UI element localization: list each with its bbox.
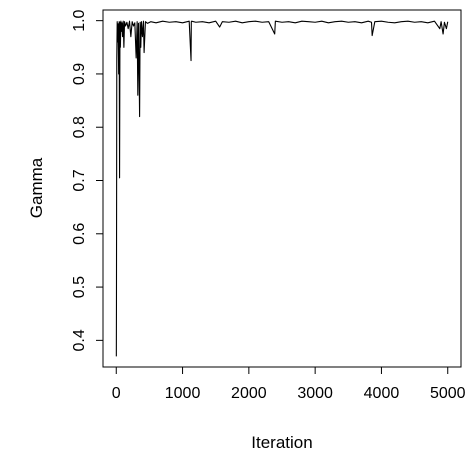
y-axis-label: Gamma [27, 157, 46, 218]
x-axis: 0 1000 2000 3000 4000 5000 [112, 366, 466, 402]
y-tick-label: 0.6 [71, 223, 88, 245]
x-tick-label: 3000 [297, 385, 333, 402]
x-tick-label: 1000 [165, 385, 201, 402]
x-tick-label: 2000 [231, 385, 267, 402]
y-axis: 0.4 0.5 0.6 0.7 0.8 0.9 1.0 [71, 9, 104, 351]
plot-frame [102, 9, 462, 368]
y-tick-label: 0.9 [71, 63, 88, 85]
x-axis-label: Iteration [251, 433, 312, 452]
gamma-trace-line [115, 20, 449, 357]
series-layer [115, 20, 449, 357]
y-tick-label: 0.7 [71, 169, 88, 191]
x-tick-label: 0 [112, 385, 121, 402]
y-tick-label: 0.5 [71, 276, 88, 298]
y-tick-label: 0.8 [71, 116, 88, 138]
y-tick-label: 1.0 [71, 9, 88, 31]
x-tick-label: 5000 [430, 385, 466, 402]
y-tick-label: 0.4 [71, 329, 88, 351]
x-tick-label: 4000 [364, 385, 400, 402]
